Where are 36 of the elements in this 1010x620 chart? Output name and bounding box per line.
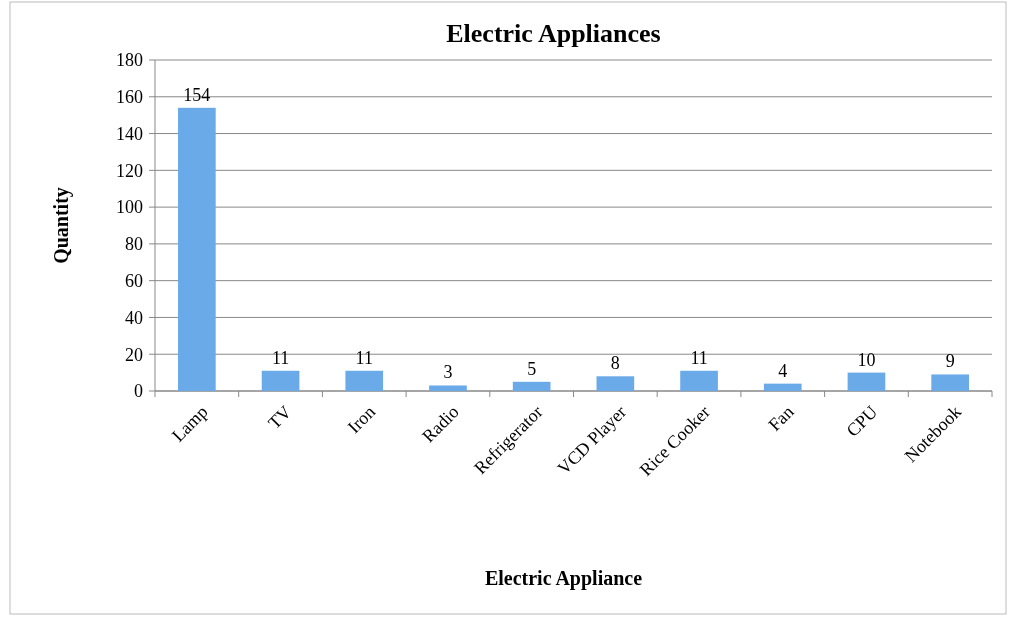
bar [680, 370, 718, 391]
y-tick-label: 0 [134, 381, 143, 402]
bar [847, 372, 886, 391]
chart-title: Electric Appliances [446, 19, 661, 48]
y-tick-label: 60 [125, 270, 143, 291]
bar [345, 370, 384, 391]
data-label: 11 [690, 347, 708, 368]
bar [596, 376, 635, 391]
x-tick-label: TV [264, 401, 296, 433]
data-label: 10 [857, 349, 876, 370]
bar [931, 374, 969, 391]
data-label: 5 [527, 358, 537, 379]
y-tick-label: 180 [116, 50, 143, 71]
bar [512, 381, 551, 391]
bar [763, 383, 802, 391]
y-tick-label: 160 [116, 87, 143, 108]
y-tick-label: 120 [116, 160, 143, 181]
data-label: 11 [271, 347, 290, 368]
y-tick-label: 20 [125, 344, 143, 365]
data-label: 3 [443, 362, 453, 383]
data-label: 8 [610, 353, 620, 374]
y-tick-label: 140 [116, 123, 143, 144]
x-tick-label: Fan [764, 401, 798, 435]
bar [261, 370, 300, 391]
y-tick-label: 80 [125, 234, 143, 255]
x-tick-label: Iron [343, 401, 380, 438]
y-tick-label: 100 [116, 197, 143, 218]
data-label: 154 [183, 84, 211, 105]
y-tick-label: 40 [125, 307, 143, 328]
data-label: 4 [778, 360, 788, 381]
bar [429, 385, 467, 391]
y-axis-title: Quantity [50, 187, 73, 264]
data-label: 9 [945, 351, 955, 372]
data-label: 11 [355, 347, 373, 368]
bar [178, 107, 216, 391]
x-axis-title: Electric Appliance [484, 567, 643, 590]
